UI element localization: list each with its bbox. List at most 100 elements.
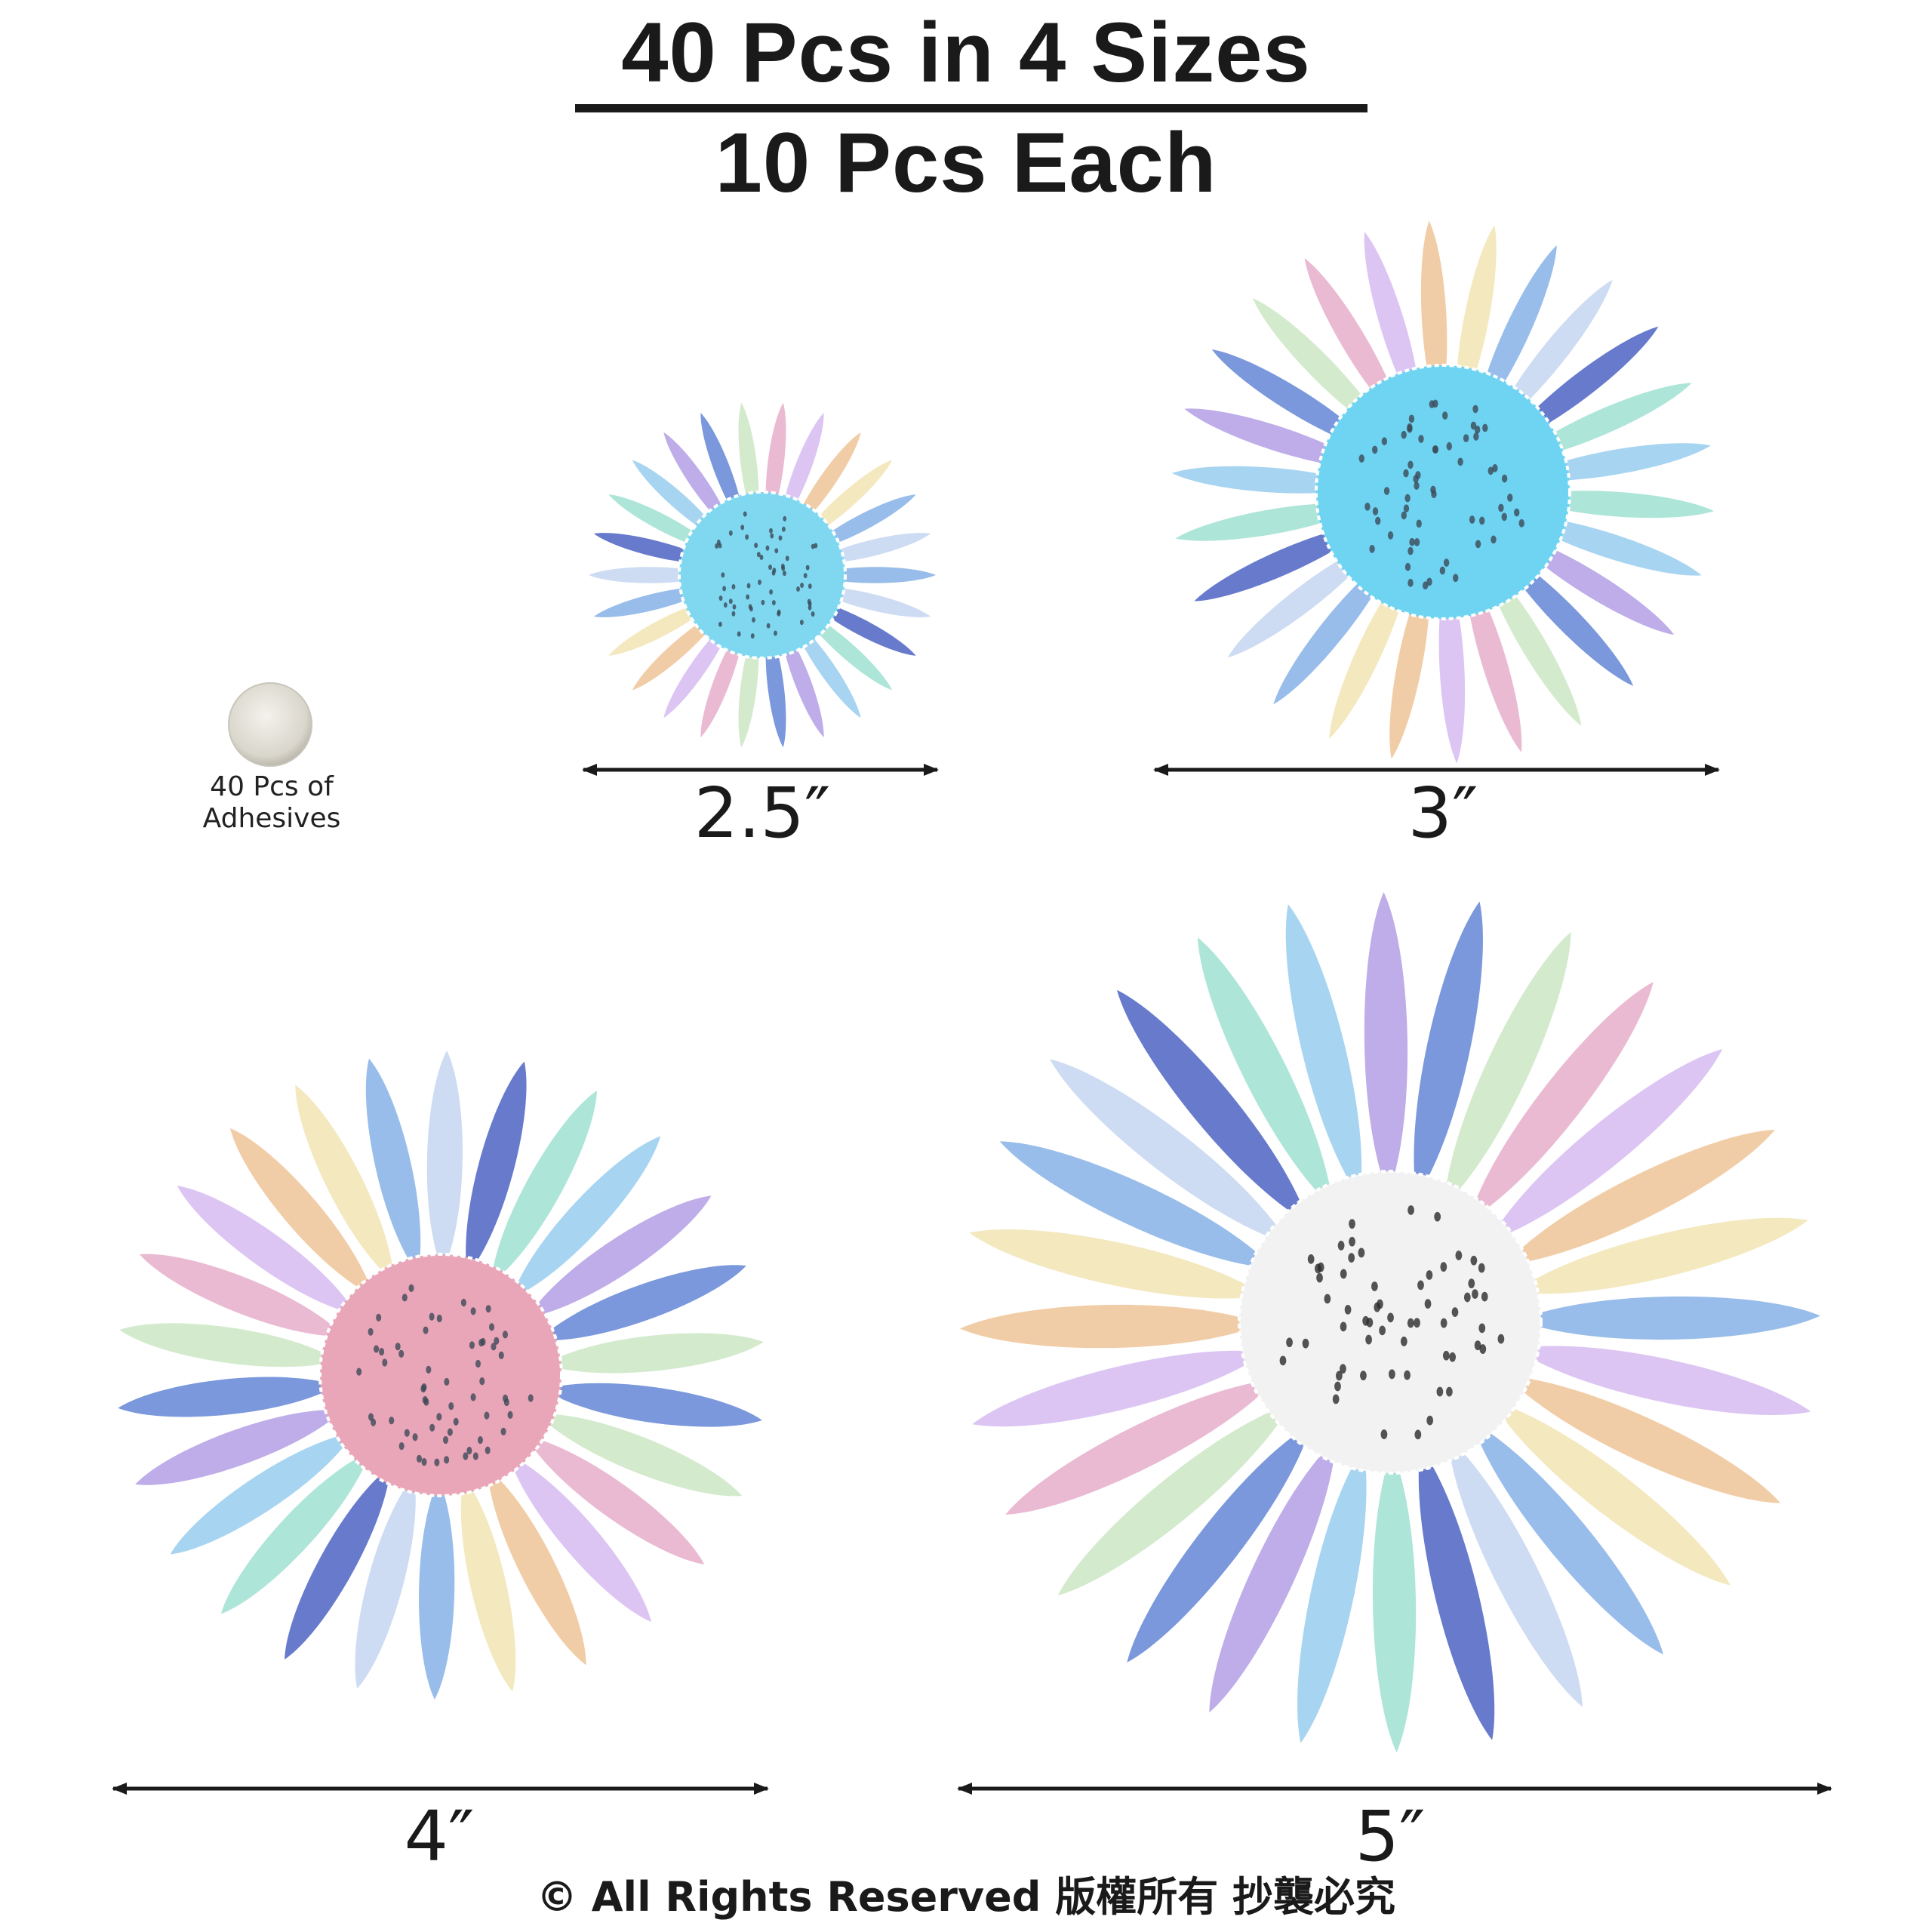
flower-center bbox=[1315, 364, 1571, 620]
center-perforation bbox=[1344, 1304, 1352, 1315]
petal bbox=[460, 1476, 516, 1692]
center-perforation bbox=[1415, 471, 1421, 479]
center-perforation bbox=[1407, 1205, 1414, 1215]
center-perforation bbox=[1404, 1370, 1411, 1380]
center-perforation bbox=[1317, 1262, 1324, 1272]
title-line-2: 10 Pcs Each bbox=[715, 115, 1217, 210]
center-perforation bbox=[491, 1343, 497, 1351]
center-perforation bbox=[1403, 469, 1409, 478]
center-perforation bbox=[1479, 1344, 1487, 1354]
center-perforation bbox=[469, 1341, 475, 1349]
center-perforation bbox=[808, 605, 812, 611]
petal bbox=[538, 1265, 746, 1340]
size-label-4-inch: 4″ bbox=[404, 1796, 475, 1877]
center-perforation bbox=[785, 555, 789, 561]
center-perforation bbox=[1451, 1307, 1459, 1317]
center-perforation bbox=[1478, 1323, 1486, 1334]
center-perforation bbox=[436, 1413, 442, 1421]
petal bbox=[426, 1051, 463, 1272]
center-perforation bbox=[808, 601, 812, 607]
center-perforation bbox=[1372, 507, 1379, 515]
petal bbox=[1184, 408, 1369, 469]
center-perforation bbox=[715, 543, 718, 549]
center-perforation bbox=[1446, 441, 1453, 451]
center-perforation bbox=[1383, 487, 1390, 495]
center-perforation bbox=[722, 586, 727, 592]
center-perforation bbox=[1407, 546, 1414, 555]
center-perforation bbox=[382, 1358, 388, 1367]
center-perforation bbox=[1360, 1371, 1367, 1381]
center-perforation bbox=[1470, 1255, 1478, 1266]
center-perforation bbox=[1445, 1386, 1453, 1397]
petal bbox=[1057, 1403, 1291, 1596]
center-perforation bbox=[1455, 1251, 1463, 1260]
center-perforation bbox=[769, 589, 774, 595]
center-perforation bbox=[1407, 1318, 1414, 1328]
petal bbox=[1297, 1447, 1367, 1743]
center-perforation bbox=[412, 1433, 418, 1441]
center-perforation bbox=[1487, 466, 1494, 475]
center-perforation bbox=[485, 1446, 491, 1454]
petal bbox=[1491, 1400, 1730, 1586]
center-perforation bbox=[1479, 516, 1485, 525]
petal bbox=[544, 1333, 764, 1374]
center-perforation bbox=[434, 1458, 440, 1466]
center-perforation bbox=[1432, 445, 1439, 454]
petal bbox=[543, 1383, 762, 1427]
center-perforation bbox=[1358, 1247, 1365, 1258]
center-perforation bbox=[1335, 1371, 1343, 1381]
center-perforation bbox=[1463, 434, 1469, 443]
center-perforation bbox=[498, 1351, 504, 1359]
center-perforation bbox=[1474, 425, 1481, 434]
center-perforation bbox=[500, 1427, 506, 1436]
center-perforation bbox=[1507, 494, 1513, 502]
center-perforation bbox=[1442, 1350, 1450, 1361]
center-perforation bbox=[1316, 1272, 1323, 1283]
center-perforation bbox=[731, 611, 736, 617]
center-perforation bbox=[1430, 485, 1436, 494]
center-perforation bbox=[740, 525, 745, 531]
center-perforation bbox=[808, 583, 812, 589]
center-perforation bbox=[1463, 1292, 1471, 1303]
center-perforation bbox=[423, 1398, 429, 1406]
petal bbox=[1506, 1376, 1781, 1503]
center-perforation bbox=[758, 580, 761, 586]
center-perforation bbox=[1436, 1386, 1444, 1397]
center-perforation bbox=[774, 630, 777, 636]
center-perforation bbox=[1492, 463, 1498, 472]
center-perforation bbox=[814, 543, 818, 549]
petal bbox=[969, 1229, 1265, 1299]
center-perforation bbox=[368, 1413, 374, 1421]
center-perforation bbox=[1372, 445, 1378, 454]
center-perforation bbox=[460, 1298, 466, 1307]
center-perforation bbox=[1422, 581, 1429, 590]
center-perforation bbox=[368, 1327, 374, 1336]
center-perforation bbox=[718, 595, 723, 601]
center-perforation bbox=[1457, 457, 1463, 466]
center-perforation bbox=[774, 548, 779, 554]
petal bbox=[1515, 1346, 1811, 1415]
center-perforation bbox=[480, 1337, 486, 1346]
center-perforation bbox=[404, 1429, 410, 1437]
center-perforation bbox=[420, 1384, 426, 1393]
center-perforation bbox=[528, 1394, 534, 1402]
center-perforation bbox=[1439, 566, 1446, 575]
center-perforation bbox=[781, 565, 786, 571]
center-perforation bbox=[1349, 1236, 1355, 1247]
petal bbox=[1005, 1380, 1275, 1515]
petal bbox=[537, 1414, 743, 1497]
center-perforation bbox=[1358, 454, 1364, 463]
center-perforation bbox=[781, 526, 786, 532]
center-perforation bbox=[745, 534, 749, 540]
center-perforation bbox=[1501, 512, 1507, 521]
center-perforation bbox=[395, 1343, 401, 1351]
center-perforation bbox=[1468, 1278, 1475, 1289]
center-perforation bbox=[1473, 432, 1479, 441]
petal bbox=[1329, 563, 1411, 739]
center-perforation bbox=[1491, 535, 1497, 544]
center-perforation bbox=[1340, 1269, 1347, 1279]
center-perforation bbox=[1404, 562, 1411, 571]
petal bbox=[1444, 931, 1571, 1206]
petal bbox=[1116, 989, 1309, 1223]
